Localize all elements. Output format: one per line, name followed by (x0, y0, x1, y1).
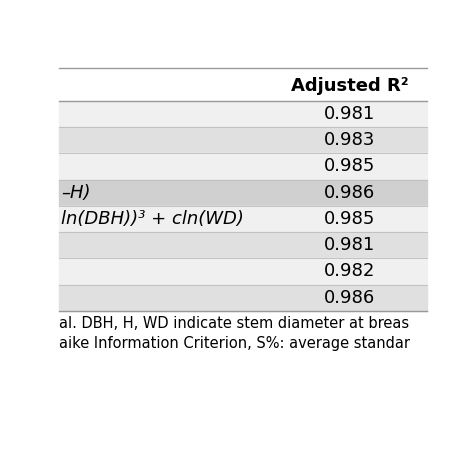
Text: 0.981: 0.981 (324, 236, 375, 254)
Text: 0.986: 0.986 (324, 289, 375, 307)
Text: 0.985: 0.985 (324, 210, 375, 228)
Text: 0.985: 0.985 (324, 157, 375, 175)
Bar (59, 284, 427, 311)
Text: Adjusted R²: Adjusted R² (291, 77, 409, 95)
Text: 0.983: 0.983 (324, 131, 375, 149)
Bar (59, 127, 427, 153)
Bar (59, 206, 427, 232)
Bar (59, 180, 427, 206)
Bar (59, 68, 427, 100)
Bar (59, 100, 427, 127)
Bar (59, 258, 427, 284)
Text: 0.986: 0.986 (324, 183, 375, 201)
Text: al. DBH, H, WD indicate stem diameter at breas: al. DBH, H, WD indicate stem diameter at… (59, 316, 410, 331)
Text: aike Information Criterion, S%: average standar: aike Information Criterion, S%: average … (59, 337, 410, 351)
Text: ln(DBH))³ + cln(WD): ln(DBH))³ + cln(WD) (61, 210, 244, 228)
Text: –H): –H) (61, 183, 91, 201)
Bar (59, 153, 427, 180)
Bar (59, 232, 427, 258)
Text: 0.981: 0.981 (324, 105, 375, 123)
Text: 0.982: 0.982 (324, 263, 375, 281)
